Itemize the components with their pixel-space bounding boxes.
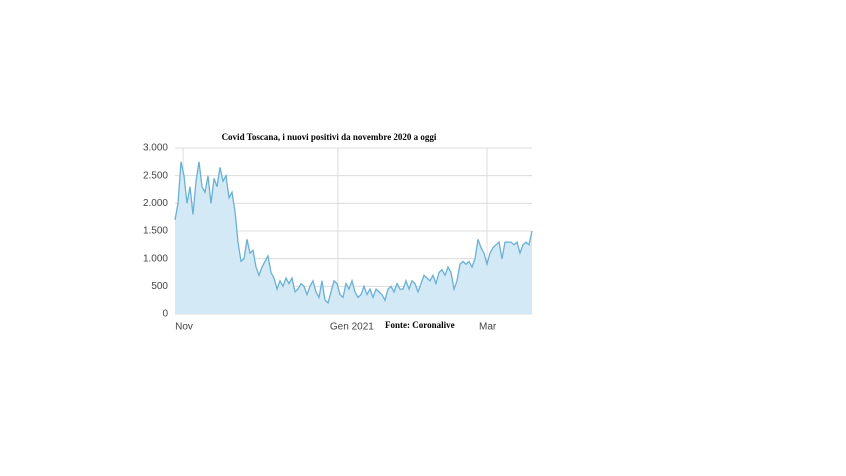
y-tick-label: 2.000 — [143, 198, 168, 209]
area-fill — [175, 161, 532, 314]
y-tick-label: 1.500 — [143, 226, 168, 237]
y-tick-label: 2.500 — [143, 170, 168, 181]
y-tick-label: 3.000 — [143, 143, 168, 154]
source-note: Fonte: Coronalive — [385, 320, 455, 330]
y-tick-label: 1.000 — [143, 253, 168, 264]
y-tick-label: 0 — [162, 309, 168, 320]
x-tick-label: Nov — [175, 322, 193, 333]
y-tick-label: 500 — [151, 281, 168, 292]
x-tick-label: Mar — [479, 322, 497, 333]
line — [174, 161, 533, 305]
chart-title: Covid Toscana, i nuovi positivi da novem… — [222, 132, 437, 142]
x-tick-label: Gen 2021 — [330, 322, 374, 333]
